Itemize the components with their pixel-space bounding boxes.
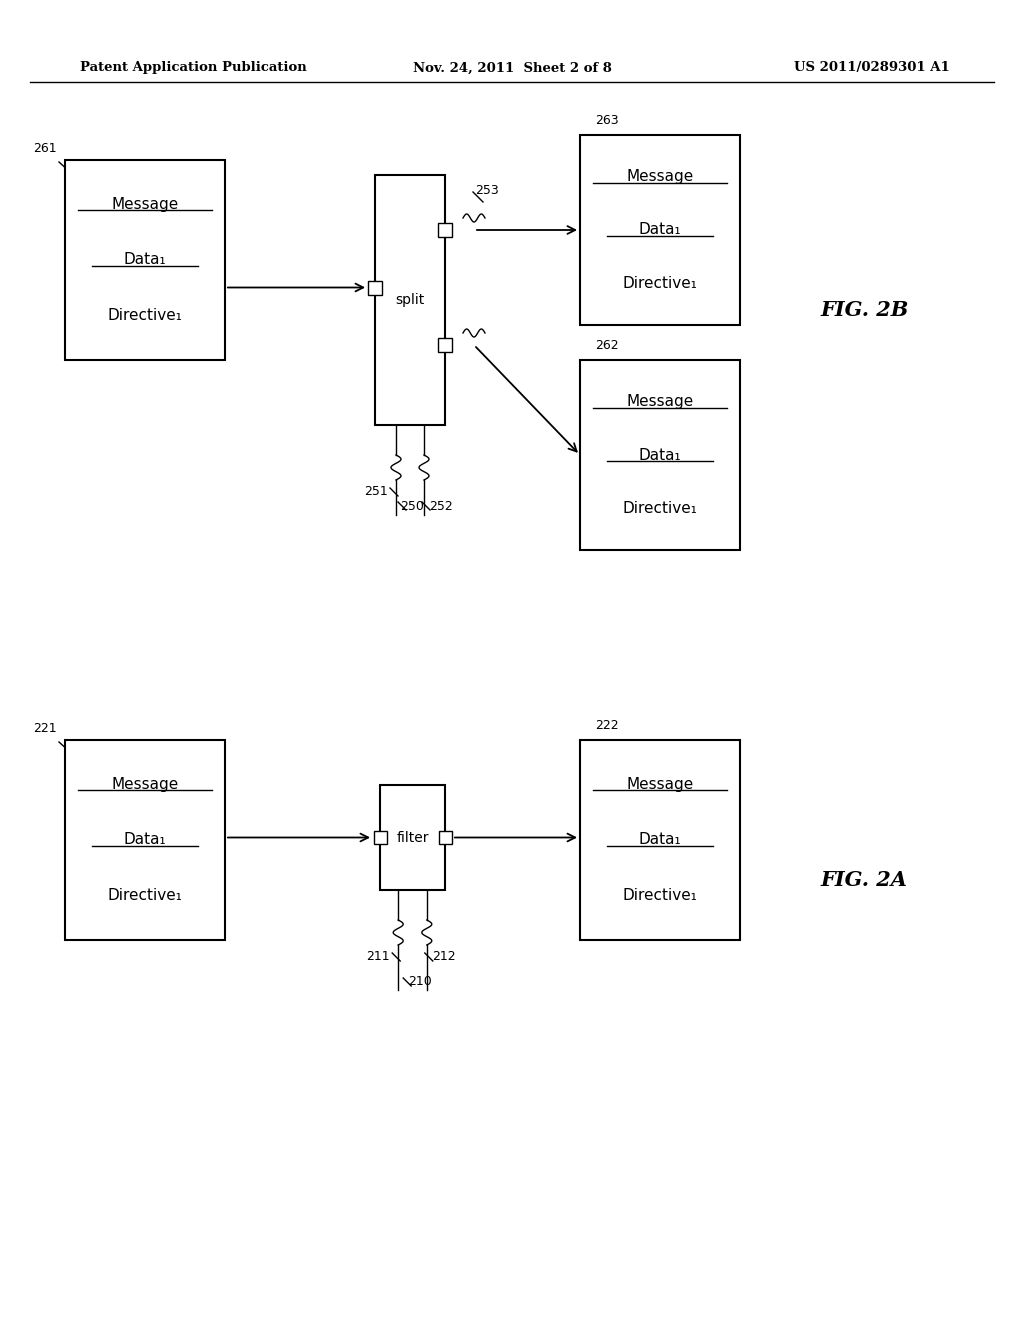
Text: Message: Message: [627, 169, 693, 185]
Text: US 2011/0289301 A1: US 2011/0289301 A1: [795, 62, 950, 74]
Text: Directive₁: Directive₁: [623, 888, 697, 903]
Text: FIG. 2B: FIG. 2B: [820, 300, 908, 319]
Text: Data₁: Data₁: [639, 833, 681, 847]
Text: Patent Application Publication: Patent Application Publication: [80, 62, 307, 74]
Bar: [380, 785, 445, 890]
Bar: [65, 160, 225, 360]
Text: 251: 251: [365, 484, 388, 498]
Text: Directive₁: Directive₁: [108, 888, 182, 903]
Text: 211: 211: [367, 950, 390, 964]
Text: filter: filter: [396, 830, 429, 845]
Text: 212: 212: [432, 950, 456, 964]
Text: 221: 221: [34, 722, 57, 735]
Text: 222: 222: [595, 719, 618, 733]
Text: 252: 252: [429, 500, 453, 513]
Bar: [438, 338, 452, 352]
Text: Data₁: Data₁: [124, 833, 166, 847]
Text: Message: Message: [112, 776, 178, 792]
Text: Directive₁: Directive₁: [108, 309, 182, 323]
Text: Directive₁: Directive₁: [623, 500, 697, 516]
Bar: [580, 741, 740, 940]
Text: FIG. 2A: FIG. 2A: [820, 870, 907, 890]
Bar: [374, 832, 386, 843]
Text: Message: Message: [627, 395, 693, 409]
Text: Data₁: Data₁: [124, 252, 166, 268]
Text: 261: 261: [34, 143, 57, 154]
Text: Message: Message: [112, 197, 178, 211]
Bar: [65, 741, 225, 940]
Bar: [580, 360, 740, 550]
Text: Nov. 24, 2011  Sheet 2 of 8: Nov. 24, 2011 Sheet 2 of 8: [413, 62, 611, 74]
Text: 262: 262: [595, 339, 618, 352]
Bar: [438, 223, 452, 238]
Bar: [368, 281, 382, 294]
Text: Data₁: Data₁: [639, 223, 681, 238]
Text: 263: 263: [595, 114, 618, 127]
Bar: [438, 832, 452, 843]
Text: 253: 253: [475, 183, 499, 197]
Text: Data₁: Data₁: [639, 447, 681, 462]
Bar: [375, 176, 445, 425]
Bar: [580, 135, 740, 325]
Text: 250: 250: [400, 500, 424, 513]
Text: 210: 210: [409, 975, 432, 987]
Text: Directive₁: Directive₁: [623, 276, 697, 290]
Text: split: split: [395, 293, 425, 308]
Text: Message: Message: [627, 776, 693, 792]
